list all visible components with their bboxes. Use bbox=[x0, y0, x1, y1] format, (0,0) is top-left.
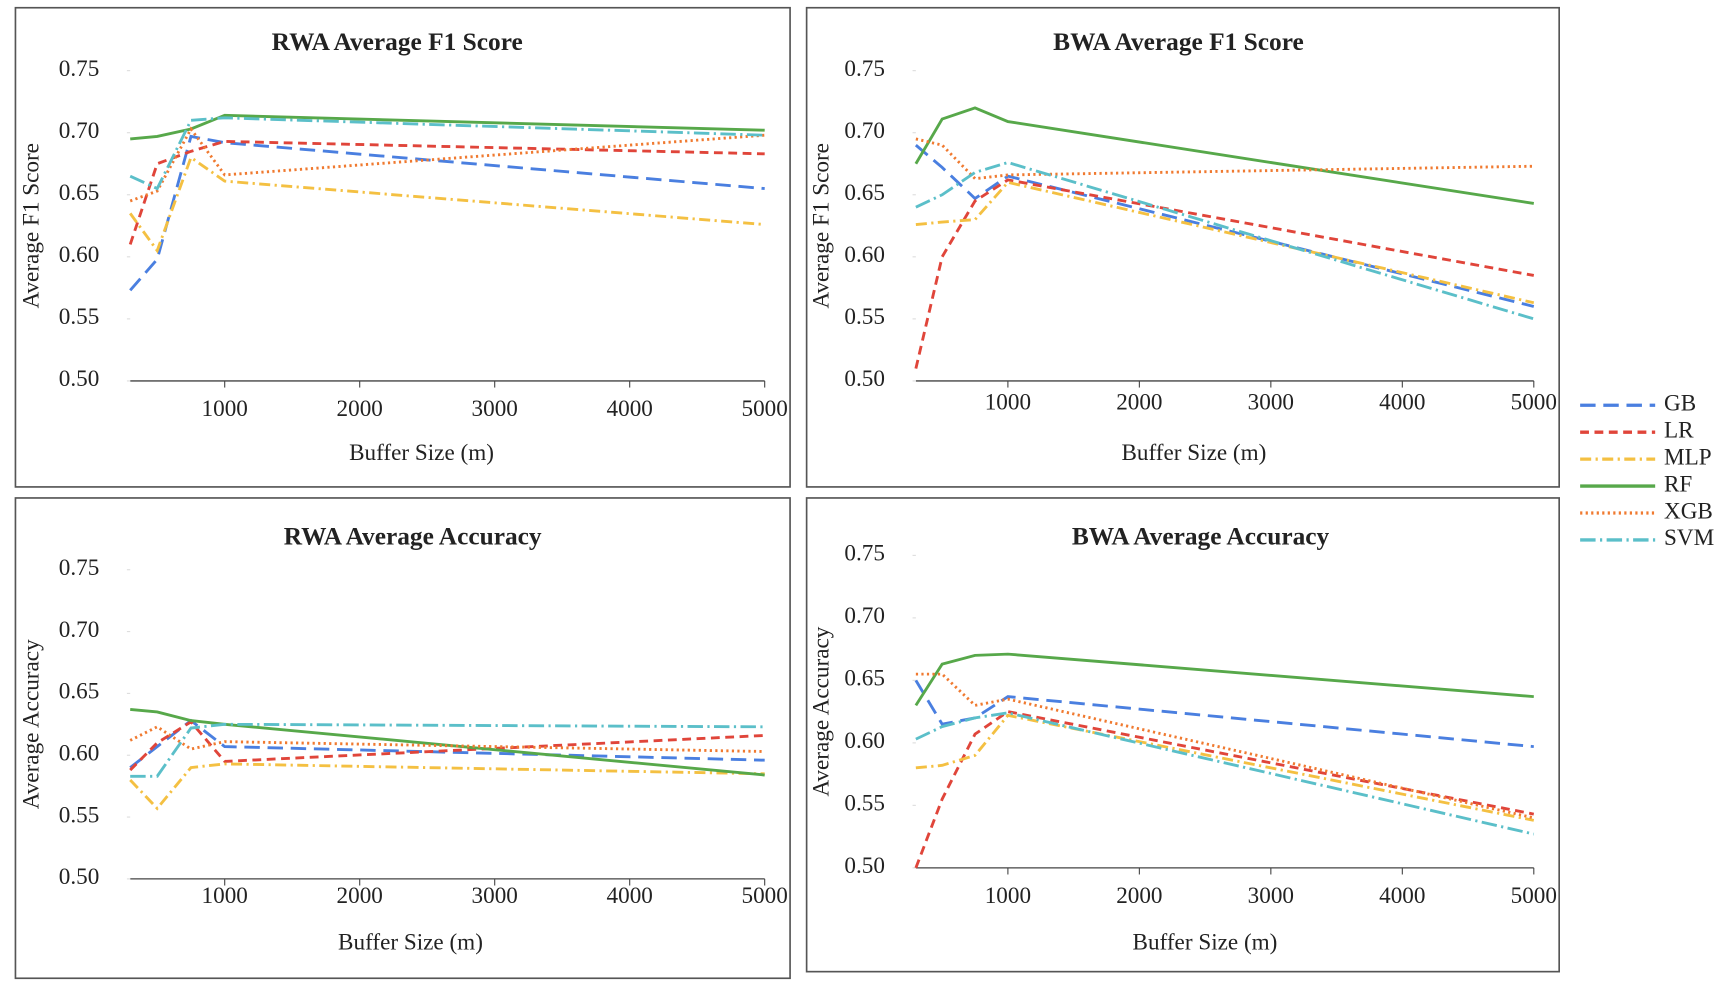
series-line bbox=[915, 161, 1535, 321]
x-axis-label: Buffer Size (m) bbox=[349, 440, 494, 466]
x-axis-label: Buffer Size (m) bbox=[1133, 929, 1278, 955]
y-axis-label: Average Accuracy bbox=[18, 639, 44, 809]
chart-title: RWA Average Accuracy bbox=[284, 523, 542, 551]
y-tick-label: 0.65 bbox=[844, 666, 885, 692]
x-tick-label: 4000 bbox=[1379, 389, 1425, 415]
x-tick-label: 3000 bbox=[1248, 389, 1294, 415]
y-tick-label: 0.60 bbox=[59, 741, 100, 767]
series-line bbox=[129, 116, 765, 191]
legend-label: GB bbox=[1664, 391, 1696, 417]
x-tick-label: 3000 bbox=[1248, 883, 1294, 909]
chart-title: BWA Average F1 Score bbox=[1053, 28, 1304, 56]
legend-label: MLP bbox=[1664, 444, 1712, 470]
x-tick-label: 1000 bbox=[985, 389, 1031, 415]
panel-frame bbox=[805, 497, 1560, 973]
x-tick-label: 5000 bbox=[1511, 389, 1557, 415]
chart-title: BWA Average Accuracy bbox=[1072, 523, 1330, 551]
series-line bbox=[915, 180, 1535, 305]
series-line bbox=[914, 652, 1534, 707]
y-tick-label: 0.70 bbox=[59, 118, 100, 144]
x-tick-label: 3000 bbox=[472, 396, 518, 422]
y-tick-label: 0.70 bbox=[59, 617, 100, 643]
y-tick-label: 0.55 bbox=[59, 802, 100, 828]
y-tick-label: 0.70 bbox=[844, 118, 885, 144]
y-tick-label: 0.50 bbox=[59, 864, 100, 890]
y-axis-label: Average F1 Score bbox=[808, 143, 834, 309]
x-tick-label: 2000 bbox=[337, 396, 383, 422]
series-line bbox=[130, 708, 765, 777]
y-tick-label: 0.50 bbox=[59, 366, 100, 392]
x-tick-label: 4000 bbox=[607, 396, 653, 422]
y-tick-label: 0.60 bbox=[844, 728, 885, 754]
legend-label: RF bbox=[1664, 471, 1692, 497]
y-axis-label: Average Accuracy bbox=[808, 626, 834, 796]
chart-title: RWA Average F1 Score bbox=[272, 28, 523, 56]
series-line bbox=[128, 139, 765, 245]
x-tick-label: 5000 bbox=[742, 396, 788, 422]
series-line bbox=[130, 722, 765, 778]
x-tick-label: 3000 bbox=[472, 883, 518, 909]
x-tick-label: 4000 bbox=[607, 883, 653, 909]
x-tick-label: 5000 bbox=[742, 883, 788, 909]
series-line bbox=[915, 137, 1534, 181]
legend-label: XGB bbox=[1664, 498, 1713, 524]
y-tick-label: 0.70 bbox=[844, 603, 885, 629]
y-tick-label: 0.75 bbox=[844, 56, 885, 82]
y-tick-label: 0.65 bbox=[59, 679, 100, 705]
x-tick-label: 5000 bbox=[1511, 883, 1557, 909]
y-tick-label: 0.75 bbox=[59, 555, 100, 581]
legend-label: LR bbox=[1664, 417, 1694, 443]
series-line bbox=[129, 762, 765, 811]
x-axis-label: Buffer Size (m) bbox=[1122, 440, 1267, 466]
x-tick-label: 1000 bbox=[985, 883, 1031, 909]
y-tick-label: 0.65 bbox=[844, 180, 885, 206]
series-line bbox=[914, 710, 1535, 869]
y-tick-label: 0.65 bbox=[59, 180, 100, 206]
panel-frame bbox=[805, 6, 1560, 488]
series-line bbox=[915, 711, 1535, 836]
x-tick-label: 2000 bbox=[1116, 389, 1162, 415]
series-line bbox=[129, 126, 765, 203]
x-tick-label: 1000 bbox=[202, 396, 248, 422]
x-tick-label: 2000 bbox=[337, 883, 383, 909]
y-tick-label: 0.75 bbox=[59, 56, 100, 82]
x-tick-label: 1000 bbox=[202, 883, 248, 909]
y-tick-label: 0.55 bbox=[59, 304, 100, 330]
y-tick-label: 0.50 bbox=[844, 366, 885, 392]
series-line bbox=[915, 713, 1535, 822]
y-tick-label: 0.55 bbox=[844, 304, 885, 330]
x-tick-label: 4000 bbox=[1379, 883, 1425, 909]
series-line bbox=[914, 144, 1535, 308]
y-tick-label: 0.60 bbox=[59, 242, 100, 268]
y-axis-label: Average F1 Score bbox=[18, 143, 44, 309]
x-tick-label: 2000 bbox=[1116, 883, 1162, 909]
series-line bbox=[129, 134, 765, 292]
legend-label: SVM bbox=[1664, 525, 1714, 551]
series-line bbox=[915, 672, 1535, 820]
series-line bbox=[914, 106, 1535, 205]
y-tick-label: 0.55 bbox=[844, 791, 885, 817]
panel-frame bbox=[14, 6, 791, 488]
y-tick-label: 0.75 bbox=[844, 541, 885, 567]
y-tick-label: 0.50 bbox=[844, 853, 885, 879]
panel-frame bbox=[14, 497, 791, 980]
series-line bbox=[129, 155, 765, 254]
series-line bbox=[914, 178, 1535, 369]
x-axis-label: Buffer Size (m) bbox=[338, 929, 483, 955]
y-tick-label: 0.60 bbox=[844, 242, 885, 268]
